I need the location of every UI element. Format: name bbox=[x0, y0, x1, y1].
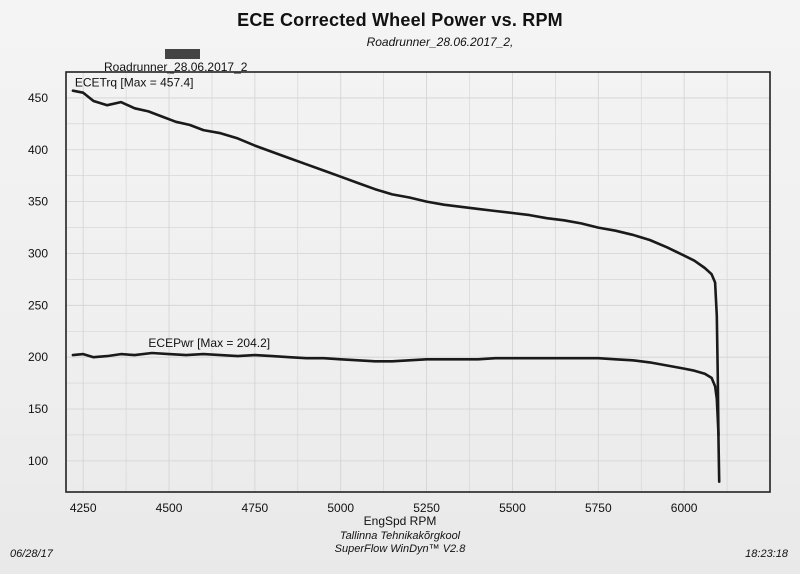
x-axis-ticks: 4250 4500 4750 5000 5250 5500 5750 6000 bbox=[70, 501, 698, 515]
series-line-ecetrq bbox=[71, 89, 721, 483]
footer-institution: Tallinna Tehnikakõrgkool bbox=[339, 530, 461, 542]
legend-swatch bbox=[165, 49, 200, 59]
y-axis-ticks: 100 150 200 250 300 350 400 450 bbox=[28, 91, 48, 468]
legend-label: Roadrunner_28.06.2017_2 bbox=[104, 60, 248, 74]
footer-software: SuperFlow WinDyn™ V2.8 bbox=[334, 543, 466, 555]
series-annotations: ECETrq [Max = 457.4] ECEPwr [Max = 204.2] bbox=[75, 76, 270, 350]
plot-frame bbox=[65, 71, 771, 493]
x-axis-label: EngSpd RPM bbox=[363, 514, 437, 528]
grid bbox=[66, 72, 770, 492]
chart-title: ECE Corrected Wheel Power vs. RPM bbox=[237, 10, 563, 30]
y-tick-label: 200 bbox=[28, 350, 48, 364]
y-tick-label: 450 bbox=[28, 91, 48, 105]
y-tick-label: 350 bbox=[28, 195, 48, 209]
y-tick-label: 150 bbox=[28, 402, 48, 416]
print-time: 18:23:18 bbox=[745, 548, 788, 560]
series-annotation-ecepwr: ECEPwr [Max = 204.2] bbox=[148, 336, 270, 350]
x-tick-label: 6000 bbox=[671, 501, 698, 515]
x-tick-label: 5000 bbox=[327, 501, 354, 515]
x-tick-label: 5750 bbox=[585, 501, 612, 515]
x-tick-label: 4250 bbox=[70, 501, 97, 515]
y-tick-label: 100 bbox=[28, 454, 48, 468]
series-lines bbox=[71, 89, 721, 483]
x-tick-label: 5250 bbox=[413, 501, 440, 515]
x-tick-label: 5500 bbox=[499, 501, 526, 515]
print-date: 06/28/17 bbox=[10, 548, 53, 560]
series-annotation-ecetrq: ECETrq [Max = 457.4] bbox=[75, 76, 194, 90]
y-tick-label: 250 bbox=[28, 298, 48, 312]
y-tick-label: 400 bbox=[28, 143, 48, 157]
chart-subtitle: Roadrunner_28.06.2017_2, bbox=[366, 35, 514, 49]
x-tick-label: 4750 bbox=[242, 501, 269, 515]
y-tick-label: 300 bbox=[28, 246, 48, 260]
x-tick-label: 4500 bbox=[156, 501, 183, 515]
series-line-ecepwr bbox=[71, 351, 720, 437]
